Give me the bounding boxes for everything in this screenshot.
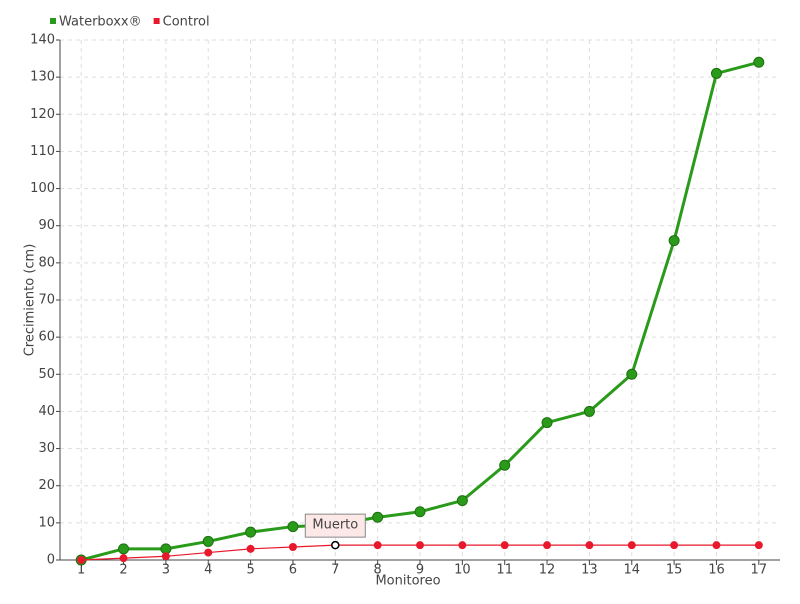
data-point (754, 541, 763, 550)
data-point (500, 541, 509, 550)
data-point (245, 526, 257, 538)
data-point (541, 417, 553, 429)
data-point (626, 368, 638, 380)
y-axis-title: Crecimiento (cm) (23, 244, 38, 357)
x-tick-label: 9 (416, 563, 424, 578)
annotation-box (304, 513, 366, 538)
y-tick-label: 0 (47, 553, 55, 568)
x-tick-label: 11 (496, 563, 513, 578)
data-point (119, 554, 128, 563)
y-tick-label: 10 (38, 515, 55, 530)
annotation-text: Muerto (312, 518, 358, 533)
y-tick-label: 60 (38, 330, 55, 345)
data-point (499, 459, 511, 471)
x-tick-label: 16 (708, 563, 725, 578)
y-tick-label: 90 (38, 218, 55, 233)
legend-marker (153, 18, 160, 24)
x-tick-label: 4 (204, 563, 212, 578)
legend-label: Waterboxx® (59, 15, 142, 30)
y-tick-label: 140 (30, 33, 55, 48)
data-point (583, 405, 595, 417)
x-tick-label: 1 (77, 563, 85, 578)
legend-marker (50, 18, 56, 24)
data-point (77, 556, 86, 564)
data-point (204, 548, 213, 557)
data-point (161, 552, 170, 561)
x-tick-label: 3 (162, 563, 170, 578)
x-tick-label: 10 (454, 563, 471, 578)
x-tick-label: 17 (751, 563, 768, 578)
data-point (585, 541, 594, 550)
data-point (712, 541, 721, 550)
x-tick-label: 13 (581, 563, 598, 578)
data-point (372, 511, 384, 523)
data-point (414, 506, 426, 518)
y-tick-label: 40 (38, 404, 55, 419)
data-point (456, 495, 468, 507)
annotation-point (331, 540, 340, 550)
y-tick-label: 130 (30, 70, 55, 85)
x-tick-label: 15 (666, 563, 683, 578)
data-point (543, 541, 552, 550)
data-point (670, 541, 679, 550)
x-tick-label: 14 (623, 563, 640, 578)
data-point (202, 535, 214, 547)
data-point (287, 521, 299, 533)
data-point (288, 543, 297, 551)
y-tick-label: 110 (30, 144, 55, 159)
data-point (246, 544, 255, 553)
data-point (668, 235, 680, 247)
y-tick-label: 80 (38, 255, 55, 270)
data-point (373, 541, 382, 550)
x-tick-label: 12 (539, 563, 556, 578)
y-tick-label: 30 (38, 441, 55, 456)
x-tick-label: 6 (289, 563, 297, 578)
data-point (753, 56, 765, 68)
x-tick-label: 2 (119, 563, 127, 578)
y-tick-label: 20 (38, 478, 55, 493)
y-tick-label: 70 (38, 293, 55, 308)
x-tick-label: 5 (246, 563, 254, 578)
x-tick-label: 7 (331, 563, 339, 578)
x-axis-title: Monitoreo (375, 574, 440, 589)
x-tick-label: 8 (374, 563, 382, 578)
y-tick-label: 100 (30, 181, 55, 196)
data-point (458, 541, 467, 550)
data-point (627, 541, 636, 550)
data-point (118, 543, 130, 555)
data-point (710, 67, 722, 79)
data-point (416, 541, 424, 550)
y-tick-label: 50 (38, 367, 55, 382)
y-tick-label: 120 (30, 107, 55, 122)
legend-label: Control (163, 15, 210, 30)
